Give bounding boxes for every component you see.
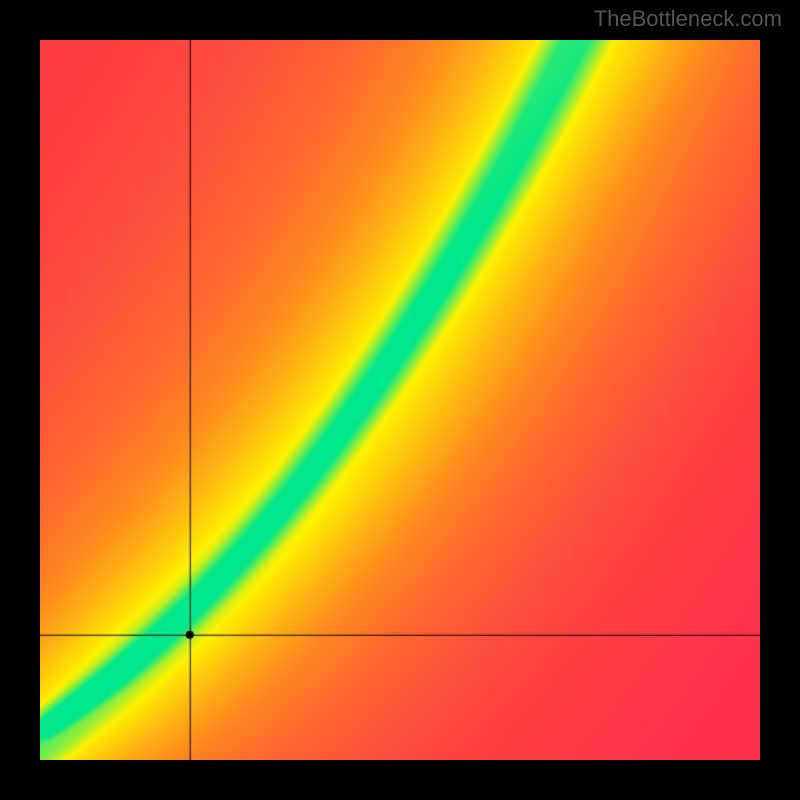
heatmap-canvas — [40, 40, 760, 760]
chart-container: TheBottleneck.com — [0, 0, 800, 800]
watermark-label: TheBottleneck.com — [594, 6, 782, 32]
plot-frame — [40, 40, 760, 760]
